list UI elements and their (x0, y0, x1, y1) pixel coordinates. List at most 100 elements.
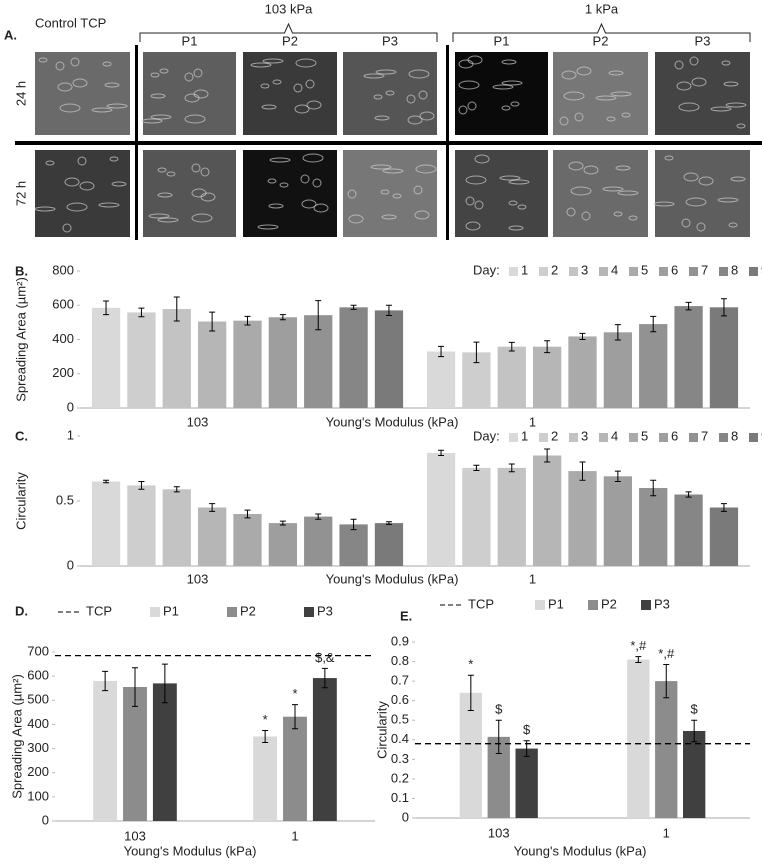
x-tick-label: 1 (529, 571, 536, 586)
error-bar (438, 449, 445, 456)
legend-label: 3 (581, 262, 588, 277)
error-bar (321, 667, 328, 689)
bar (532, 346, 562, 408)
cell (465, 221, 481, 231)
cell (306, 100, 322, 110)
legend-swatch (689, 433, 698, 442)
error-bar (138, 481, 145, 490)
x-tick-label: 103 (124, 828, 146, 843)
x-axis-label: Young's Modulus (kPa) (124, 843, 257, 858)
bar (127, 485, 156, 566)
error-bar (635, 656, 642, 664)
cell (570, 186, 592, 196)
y-tick-label: 200 (27, 764, 49, 779)
legend-label: 1 (521, 262, 528, 277)
cell (300, 174, 310, 184)
cell (370, 164, 392, 170)
micrograph (553, 52, 648, 135)
micrograph (243, 52, 337, 135)
legend-title: Day: (473, 428, 500, 443)
legend-label: 3 (581, 428, 588, 443)
x-axis-label: Young's Modulus (kPa) (326, 414, 459, 429)
legend-swatch (599, 267, 608, 276)
legend-label: 2 (551, 262, 558, 277)
cell (38, 57, 48, 63)
cell (581, 211, 591, 221)
cell (419, 111, 435, 121)
micrograph (655, 150, 750, 237)
cell (414, 210, 430, 220)
micrograph (553, 150, 648, 237)
cell (602, 186, 624, 192)
panel-label: A. (4, 27, 17, 42)
cell (613, 211, 623, 217)
bracket (139, 22, 438, 42)
cell (150, 114, 172, 120)
cell (66, 202, 88, 212)
cell (64, 177, 80, 187)
error-bar (279, 314, 286, 321)
legend-label: TCP (86, 603, 112, 618)
bar (123, 687, 147, 821)
significance-label: * (292, 686, 297, 701)
error-bar (544, 448, 551, 463)
y-tick-label: 0.4 (391, 731, 409, 746)
error-bar (279, 520, 286, 526)
cell (510, 101, 520, 107)
cell (465, 175, 487, 185)
bar (162, 309, 191, 408)
legend-label: 2 (551, 428, 558, 443)
cell (98, 202, 120, 208)
cell (508, 179, 530, 185)
x-tick-label: 103 (488, 825, 510, 840)
divider (135, 45, 138, 240)
cell (184, 114, 206, 124)
column-label: P3 (695, 33, 711, 48)
y-tick-label: 0.5 (56, 492, 74, 507)
cell (141, 118, 163, 124)
legend-swatch (588, 600, 598, 610)
error-bar (438, 345, 445, 358)
bar (374, 310, 404, 408)
cell (279, 182, 289, 188)
cell (45, 160, 55, 166)
error-bar (103, 479, 110, 484)
legend-swatch (629, 267, 638, 276)
error-bar (720, 298, 727, 317)
error-bar (173, 486, 180, 493)
bar (233, 514, 262, 566)
cell (664, 155, 674, 161)
bar (639, 324, 668, 408)
bar (459, 692, 482, 818)
error-bar (544, 340, 551, 354)
panel-label: B. (15, 263, 28, 278)
x-tick-label: 103 (187, 414, 209, 429)
y-axis-label: Spreading Area (µm²) (13, 277, 28, 402)
cell (501, 105, 511, 111)
y-tick-label: 100 (27, 788, 49, 803)
y-tick-label: 0.6 (391, 692, 409, 707)
significance-label: $ (691, 702, 699, 717)
error-bar (385, 521, 392, 525)
row-label: 24 h (13, 81, 28, 106)
cell (696, 222, 706, 232)
cell (681, 218, 691, 228)
y-tick-label: 500 (27, 692, 49, 707)
error-bar (132, 667, 138, 707)
cell (458, 59, 474, 69)
cell (501, 59, 517, 65)
micrograph (243, 150, 337, 237)
cell (408, 69, 430, 79)
error-bar (579, 461, 586, 481)
bracket (452, 22, 751, 42)
legend-title: Day: (473, 262, 500, 277)
divider (446, 45, 449, 240)
cell (595, 95, 617, 101)
cell (382, 168, 404, 174)
cell (717, 197, 739, 203)
y-tick-label: 600 (52, 297, 74, 312)
micrograph (35, 150, 130, 237)
error-bar (720, 503, 727, 512)
legend-label: 4 (611, 428, 618, 443)
legend-label: P3 (317, 603, 333, 618)
